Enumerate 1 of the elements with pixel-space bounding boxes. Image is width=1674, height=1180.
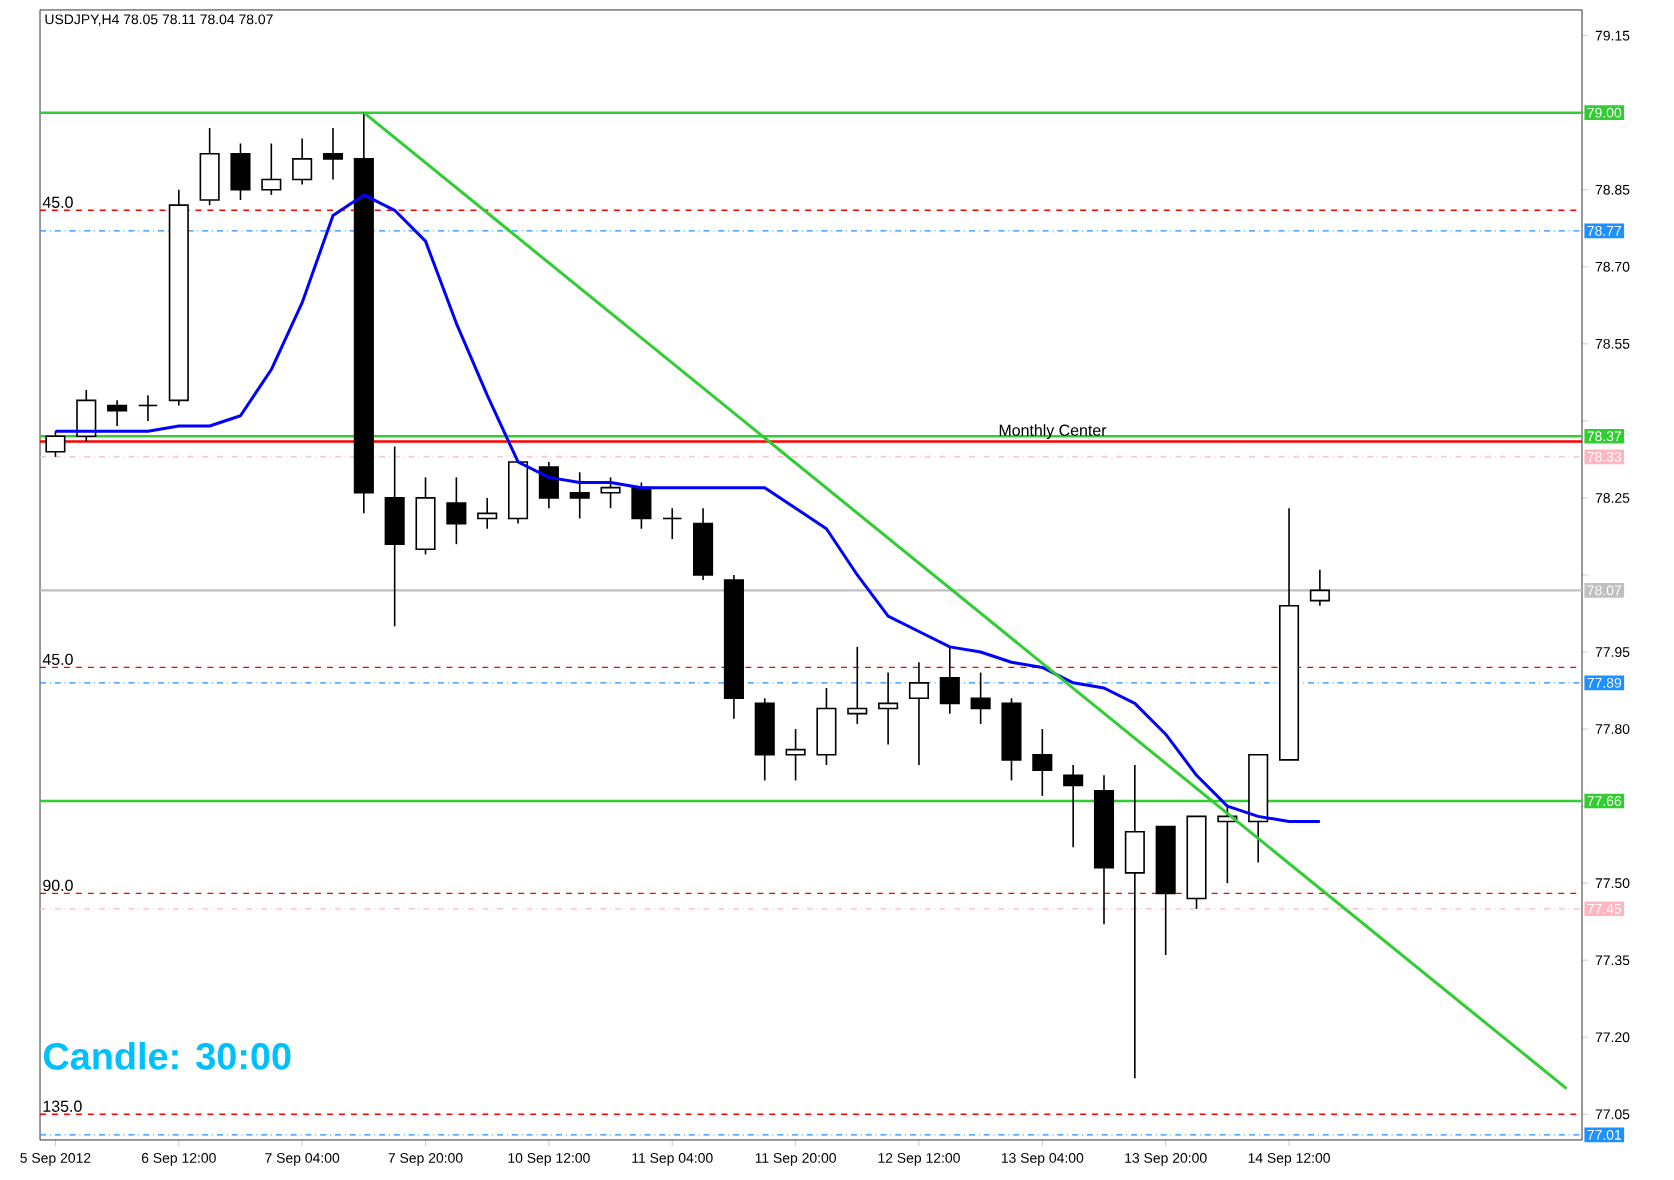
annotation: Candle: 30:00 <box>43 1041 291 1070</box>
